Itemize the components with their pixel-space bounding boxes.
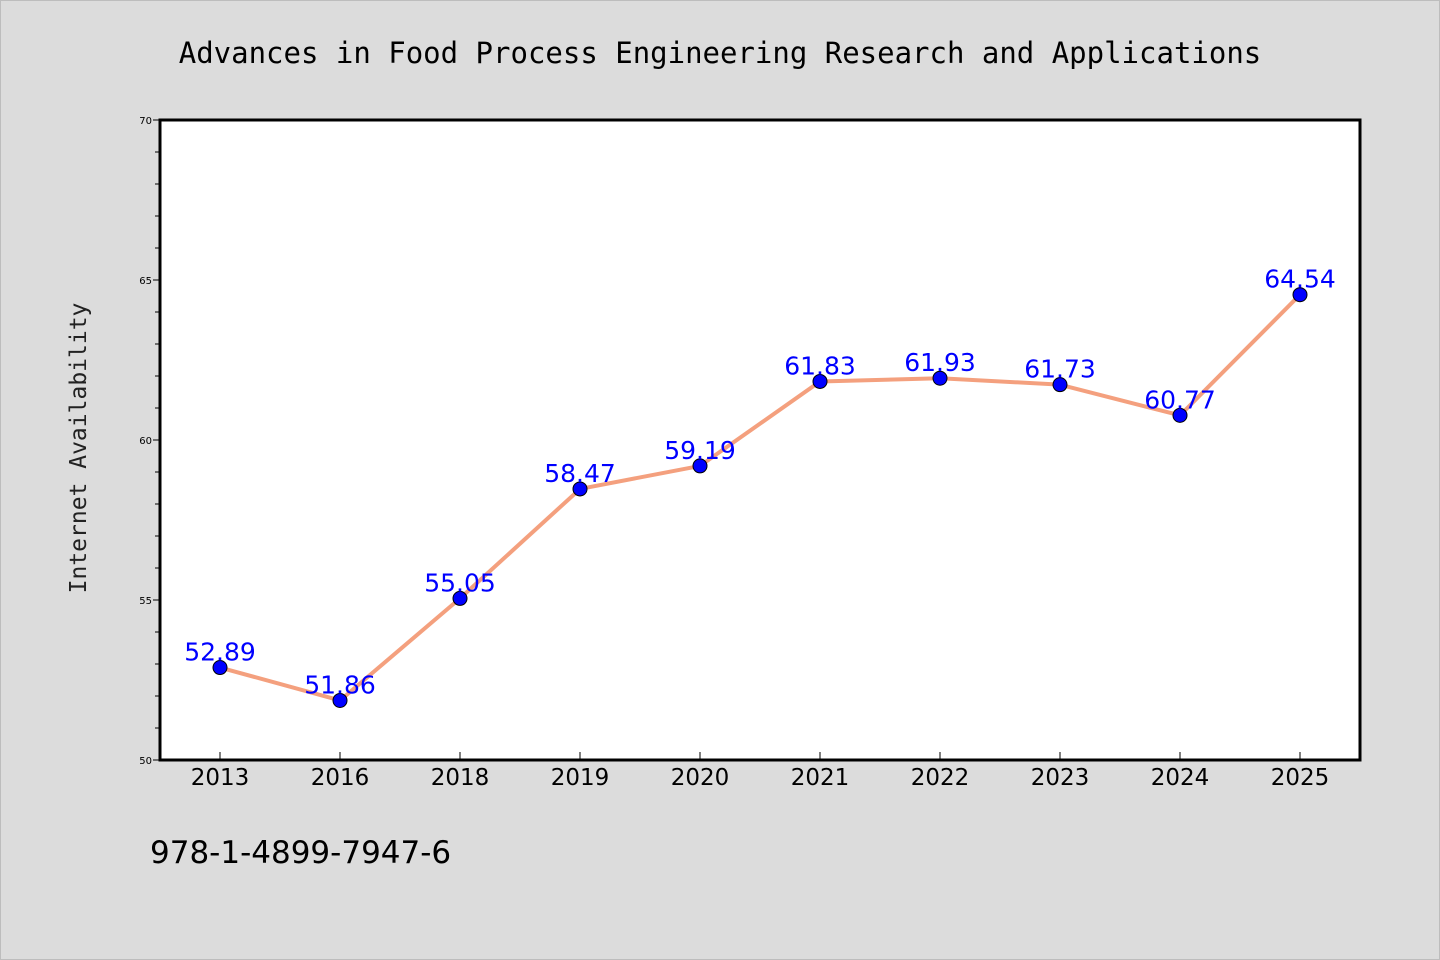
data-point	[692, 458, 708, 474]
x-tick-label: 2022	[911, 765, 970, 791]
data-point	[932, 370, 948, 386]
data-point	[812, 373, 828, 389]
data-label: 64.54	[1264, 265, 1336, 294]
data-point	[452, 590, 468, 606]
y-tick-label: 60	[139, 436, 152, 447]
data-label: 58.47	[544, 459, 616, 488]
data-point	[212, 660, 228, 676]
plot-frame	[158, 118, 1362, 762]
x-axis-ticks: 2013 2016 2018 2019 2020 2021 2022 2023 2024 2025	[191, 752, 1330, 791]
y-tick-label: 55	[139, 596, 152, 607]
y-tick-label: 70	[139, 116, 152, 127]
data-point	[1172, 407, 1188, 423]
data-point	[1292, 287, 1308, 303]
x-tick-label: 2024	[1151, 765, 1210, 791]
x-tick-label: 2025	[1271, 765, 1330, 791]
x-tick-label: 2013	[191, 765, 250, 791]
data-label: 55.05	[424, 568, 496, 597]
x-tick-label: 2021	[791, 765, 850, 791]
x-tick-label: 2023	[1031, 765, 1090, 791]
data-point	[572, 481, 588, 497]
series-line	[218, 292, 1302, 703]
series-layer: 52.89 51.86 55.05 58.47 59.19 61.83 61.93 61.73…	[184, 265, 1336, 708]
y-tick-label: 65	[139, 276, 152, 287]
data-label: 51.86	[304, 670, 376, 699]
chart-title: Advances in Food Process Engineering Res…	[179, 36, 1262, 70]
data-point	[332, 692, 348, 708]
y-axis-label: Internet Availability	[66, 303, 92, 594]
data-label: 61.93	[904, 348, 976, 377]
data-label: 61.83	[784, 351, 856, 380]
x-tick-label: 2020	[671, 765, 730, 791]
data-point	[1052, 377, 1068, 393]
footer-code: 978-1-4899-7947-6	[150, 835, 451, 871]
x-tick-label: 2019	[551, 765, 610, 791]
data-label: 61.73	[1024, 355, 1096, 384]
x-tick-label: 2018	[431, 765, 490, 791]
plot-area	[160, 120, 1360, 760]
y-tick-label: 50	[139, 756, 152, 767]
data-label: 59.19	[664, 436, 736, 465]
data-label: 52.89	[184, 638, 256, 667]
data-label: 60.77	[1144, 385, 1216, 414]
x-tick-label: 2016	[311, 765, 370, 791]
